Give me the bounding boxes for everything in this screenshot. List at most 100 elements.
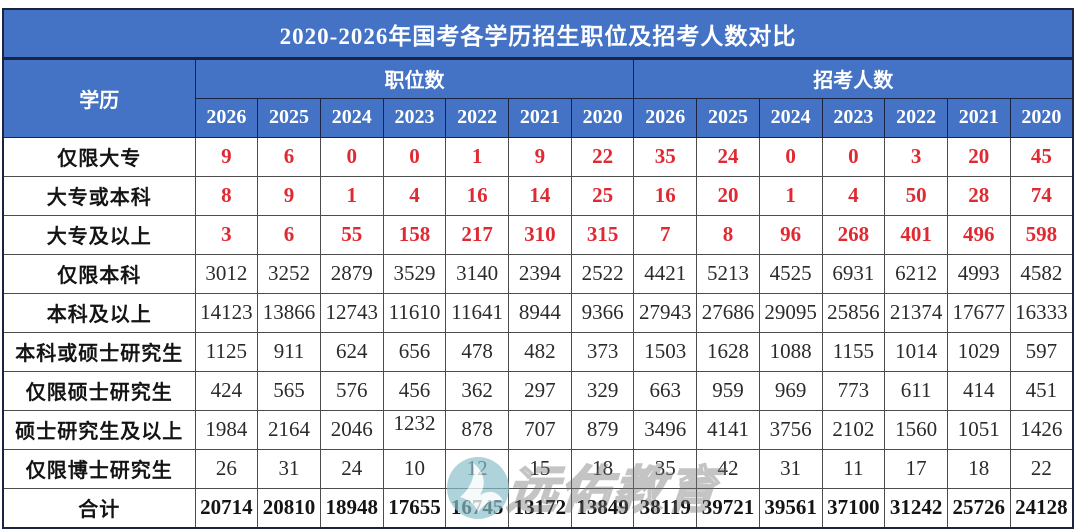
data-cell: 6 xyxy=(257,214,321,255)
data-cell: 268 xyxy=(821,214,886,255)
data-cell: 20810 xyxy=(257,487,321,529)
comparison-table: 学历 职位数 招考人数 2026 2025 2024 2023 2022 2021 2020 202… xyxy=(2,58,1074,529)
table-row: 本科及以上 14123 13866 12743 11610 11641 8944 9366 27… xyxy=(2,292,1074,333)
data-cell: 4 xyxy=(382,175,447,216)
data-cell: 1 xyxy=(319,175,384,216)
data-cell: 1984 xyxy=(194,409,259,450)
data-cell: 11 xyxy=(821,448,886,489)
data-cell: 329 xyxy=(570,370,635,411)
data-cell: 1029 xyxy=(946,331,1011,372)
data-cell: 4 xyxy=(821,175,886,216)
row-label: 仅限大专 xyxy=(2,136,196,177)
row-label: 仅限本科 xyxy=(2,253,196,294)
data-cell: 25856 xyxy=(821,292,886,333)
data-cell: 707 xyxy=(508,409,572,450)
data-cell: 0 xyxy=(382,136,447,177)
data-cell: 3140 xyxy=(445,253,510,294)
data-cell: 3529 xyxy=(382,253,447,294)
data-cell: 16745 xyxy=(445,487,510,529)
data-cell: 39721 xyxy=(696,487,760,529)
table-body: 仅限大专 9 6 0 0 1 9 22 35 24 0 0 3 20 45 大专或本科 8 9 1 4 16 14 25 16… xyxy=(2,136,1074,529)
table-row: 大专及以上 3 6 55 158 217 310 315 7 8 96 268 401 496 598 xyxy=(2,214,1074,255)
data-cell: 28 xyxy=(946,175,1011,216)
data-cell: 1155 xyxy=(821,331,886,372)
data-cell: 8944 xyxy=(508,292,572,333)
table-header: 学历 职位数 招考人数 2026 2025 2024 2023 2022 2021 2020 202… xyxy=(2,58,1074,138)
data-cell: 6212 xyxy=(884,253,948,294)
data-cell: 26 xyxy=(194,448,259,489)
data-cell: 3 xyxy=(884,136,948,177)
data-cell: 31242 xyxy=(884,487,948,529)
group-header-1: 招考人数 xyxy=(633,58,1074,99)
year-header: 2020 xyxy=(1009,97,1074,138)
data-cell: 597 xyxy=(1009,331,1074,372)
data-cell: 12 xyxy=(445,448,510,489)
data-cell: 16 xyxy=(633,175,698,216)
table-row: 本科或硕士研究生 1125 911 624 656 478 482 373 1503 1628 10… xyxy=(2,331,1074,372)
row-label: 大专或本科 xyxy=(2,175,196,216)
data-cell: 598 xyxy=(1009,214,1074,255)
data-cell: 1 xyxy=(758,175,823,216)
year-header: 2023 xyxy=(821,97,886,138)
data-cell: 362 xyxy=(445,370,510,411)
data-cell: 14 xyxy=(508,175,572,216)
data-cell: 1014 xyxy=(884,331,948,372)
row-label: 大专及以上 xyxy=(2,214,196,255)
data-cell: 24128 xyxy=(1009,487,1074,529)
data-cell: 18 xyxy=(946,448,1011,489)
data-cell: 310 xyxy=(508,214,572,255)
year-header: 2021 xyxy=(946,97,1011,138)
data-cell: 2522 xyxy=(570,253,635,294)
data-cell: 401 xyxy=(884,214,948,255)
data-cell: 414 xyxy=(946,370,1011,411)
year-header: 2024 xyxy=(319,97,384,138)
data-cell: 1232 xyxy=(382,409,447,450)
data-cell: 13866 xyxy=(257,292,321,333)
data-cell: 96 xyxy=(758,214,823,255)
data-cell: 4421 xyxy=(633,253,698,294)
data-cell: 24 xyxy=(696,136,760,177)
data-cell: 624 xyxy=(319,331,384,372)
data-cell: 9 xyxy=(194,136,259,177)
data-cell: 42 xyxy=(696,448,760,489)
year-header: 2025 xyxy=(696,97,760,138)
data-cell: 5213 xyxy=(696,253,760,294)
data-cell: 969 xyxy=(758,370,823,411)
row-label: 合计 xyxy=(2,487,196,529)
data-cell: 4525 xyxy=(758,253,823,294)
data-cell: 959 xyxy=(696,370,760,411)
data-cell: 20 xyxy=(696,175,760,216)
table-row: 仅限大专 9 6 0 0 1 9 22 35 24 0 0 3 20 45 xyxy=(2,136,1074,177)
data-cell: 1088 xyxy=(758,331,823,372)
data-cell: 16333 xyxy=(1009,292,1074,333)
data-cell: 29095 xyxy=(758,292,823,333)
data-cell: 17677 xyxy=(946,292,1011,333)
table-row: 硕士研究生及以上 1984 2164 2046 1232 878 707 879 3496 414… xyxy=(2,409,1074,450)
data-cell: 8 xyxy=(194,175,259,216)
row-label: 仅限博士研究生 xyxy=(2,448,196,489)
data-cell: 37100 xyxy=(821,487,886,529)
data-cell: 18 xyxy=(570,448,635,489)
year-header: 2023 xyxy=(382,97,447,138)
data-cell: 3252 xyxy=(257,253,321,294)
row-label: 仅限硕士研究生 xyxy=(2,370,196,411)
data-cell: 31 xyxy=(758,448,823,489)
data-cell: 25726 xyxy=(946,487,1011,529)
data-cell: 911 xyxy=(257,331,321,372)
data-cell: 482 xyxy=(508,331,572,372)
data-cell: 6931 xyxy=(821,253,886,294)
data-cell: 0 xyxy=(319,136,384,177)
table-title: 2020-2026年国考各学历招生职位及招考人数对比 xyxy=(2,8,1074,58)
table-frame: 2020-2026年国考各学历招生职位及招考人数对比 学历 职位数 招考人数 2026… xyxy=(2,8,1074,529)
data-cell: 8 xyxy=(696,214,760,255)
data-cell: 10 xyxy=(382,448,447,489)
data-cell: 22 xyxy=(1009,448,1074,489)
data-cell: 18948 xyxy=(319,487,384,529)
data-cell: 451 xyxy=(1009,370,1074,411)
corner-header-education: 学历 xyxy=(2,58,196,138)
data-cell: 25 xyxy=(570,175,635,216)
data-cell: 2046 xyxy=(319,409,384,450)
data-cell: 16 xyxy=(445,175,510,216)
data-cell: 24 xyxy=(319,448,384,489)
data-cell: 424 xyxy=(194,370,259,411)
